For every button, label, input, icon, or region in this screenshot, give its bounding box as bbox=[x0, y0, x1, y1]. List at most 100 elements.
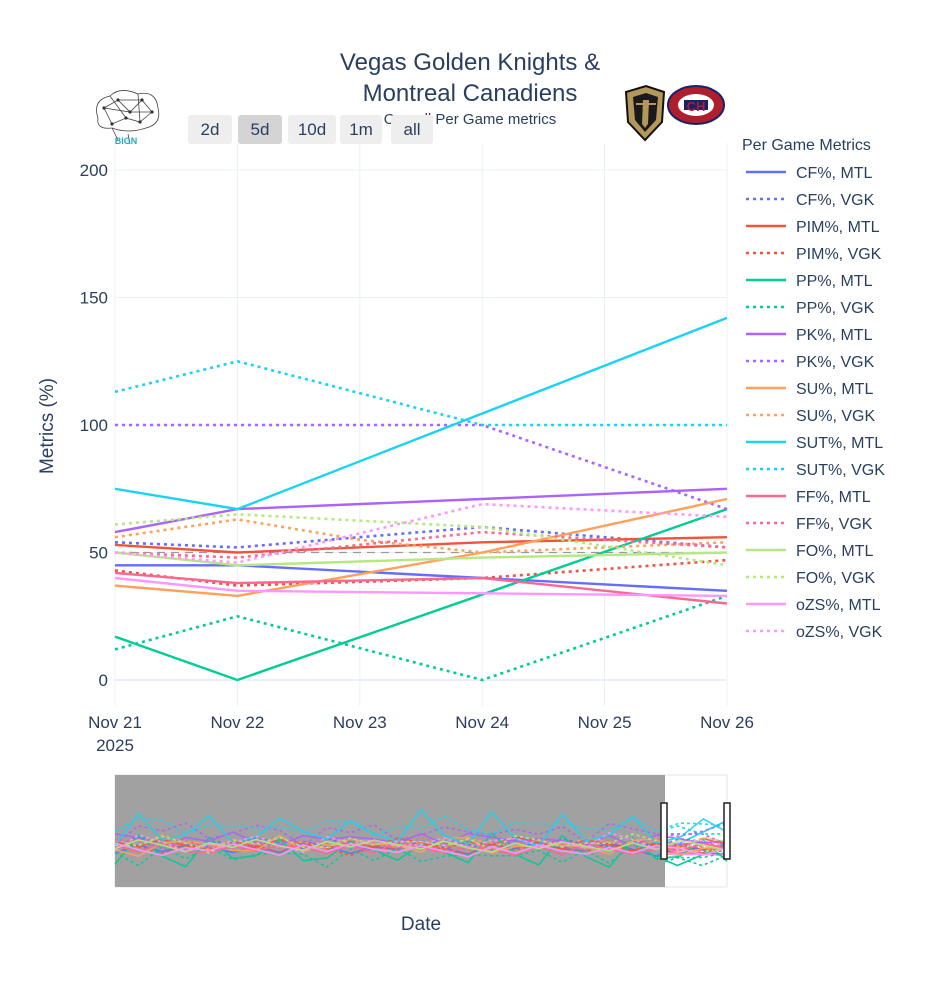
range-button-2d[interactable]: 2d bbox=[188, 115, 232, 144]
range-button-bg bbox=[238, 115, 282, 144]
series-line-cf-mtl bbox=[115, 564, 728, 592]
legend-item[interactable]: SU%, VGK bbox=[746, 408, 875, 425]
legend: CF%, MTL CF%, VGK PIM%, MTL PIM%, VGK PP%, M… bbox=[746, 165, 885, 641]
legend-item[interactable]: FO%, VGK bbox=[746, 570, 875, 587]
range-slider-line bbox=[114, 840, 728, 857]
y-axis-title: Metrics (%) bbox=[37, 378, 58, 474]
series-lines bbox=[114, 316, 728, 682]
range-button-bg bbox=[288, 115, 336, 144]
series-line-ff-vgk bbox=[114, 530, 728, 559]
legend-item[interactable]: oZS%, VGK bbox=[746, 624, 883, 641]
legend-item[interactable]: SUT%, MTL bbox=[746, 435, 883, 452]
range-selector: 2d 5d 10d 1m all bbox=[188, 115, 433, 144]
legend-label: PK%, MTL bbox=[796, 327, 873, 344]
range-button-all[interactable]: all bbox=[391, 115, 433, 144]
chart-title-line1: Vegas Golden Knights & bbox=[340, 49, 600, 76]
range-button-label: 1m bbox=[349, 120, 373, 139]
range-slider-line bbox=[114, 815, 728, 836]
legend-item[interactable]: PP%, MTL bbox=[746, 273, 873, 290]
legend-label: SUT%, VGK bbox=[796, 462, 885, 479]
series-line-su-vgk bbox=[114, 518, 728, 554]
legend-item[interactable]: SUT%, VGK bbox=[746, 462, 885, 479]
y-tick-label: 150 bbox=[80, 289, 108, 308]
range-button-bg bbox=[340, 115, 382, 144]
x-tick-label: Nov 21 bbox=[88, 713, 142, 732]
legend-label: oZS%, MTL bbox=[796, 597, 881, 614]
y-axis-ticks: 0 50 100 150 200 bbox=[80, 161, 108, 690]
series-line-ozs-vgk bbox=[114, 502, 728, 565]
y-tick-label: 50 bbox=[89, 544, 108, 563]
legend-label: CF%, MTL bbox=[796, 165, 873, 182]
legend-label: PIM%, MTL bbox=[796, 219, 880, 236]
range-slider-line bbox=[114, 842, 728, 858]
series-line-sut-vgk bbox=[114, 359, 727, 427]
range-button-5d[interactable]: 5d bbox=[238, 115, 282, 144]
x-tick-label: Nov 23 bbox=[333, 713, 387, 732]
range-slider-selected-line bbox=[664, 854, 728, 867]
x-tick-year-label: 2025 bbox=[96, 736, 134, 755]
range-button-label: 5d bbox=[251, 120, 270, 139]
bign-brain-logo: BIGN bbox=[96, 90, 160, 146]
legend-title: Per Game Metrics bbox=[742, 137, 871, 154]
legend-item[interactable]: PIM%, MTL bbox=[746, 219, 880, 236]
legend-label: PK%, VGK bbox=[796, 354, 875, 371]
range-slider-line bbox=[114, 839, 728, 857]
y-tick-label: 200 bbox=[80, 161, 108, 180]
x-axis-ticks: Nov 21 2025 Nov 22 Nov 23 Nov 24 Nov 25 Nov 26 bbox=[88, 713, 754, 755]
legend-label: FF%, MTL bbox=[796, 489, 871, 506]
series-line-pp-mtl bbox=[114, 507, 728, 682]
legend-label: SUT%, MTL bbox=[796, 435, 883, 452]
range-slider-right-handle[interactable] bbox=[723, 802, 731, 860]
range-slider-selected-line bbox=[664, 852, 728, 856]
range-button-bg bbox=[188, 115, 232, 144]
range-slider-lines-dim bbox=[114, 808, 728, 869]
legend-item[interactable]: FO%, MTL bbox=[746, 543, 873, 560]
x-tick-label: Nov 26 bbox=[700, 713, 754, 732]
range-button-label: 2d bbox=[201, 120, 220, 139]
series-line-cf-vgk bbox=[114, 525, 728, 549]
legend-label: CF%, VGK bbox=[796, 192, 875, 209]
legend-label: FO%, VGK bbox=[796, 570, 875, 587]
x-tick-label: Nov 25 bbox=[578, 713, 632, 732]
legend-item[interactable]: FF%, MTL bbox=[746, 489, 871, 506]
legend-item[interactable]: PP%, VGK bbox=[746, 300, 875, 317]
legend-item[interactable]: CF%, MTL bbox=[746, 165, 873, 182]
x-tick-label: Nov 24 bbox=[455, 713, 509, 732]
mtl-logo-text: CH bbox=[687, 99, 706, 114]
legend-item[interactable]: PK%, VGK bbox=[746, 354, 875, 371]
series-line-pp-vgk bbox=[114, 594, 728, 682]
range-slider-line bbox=[114, 822, 728, 847]
range-slider-line bbox=[114, 831, 728, 853]
series-line-ff-mtl bbox=[114, 571, 728, 605]
range-slider-selected-line bbox=[664, 843, 728, 867]
range-slider[interactable] bbox=[114, 774, 731, 888]
series-line-pim-vgk bbox=[114, 558, 728, 587]
series-line-ozs-mtl bbox=[114, 576, 728, 598]
range-slider-mask bbox=[115, 775, 665, 887]
y-tick-label: 100 bbox=[80, 416, 108, 435]
legend-item[interactable]: PK%, MTL bbox=[746, 327, 873, 344]
range-slider-line bbox=[114, 831, 728, 850]
range-button-bg bbox=[391, 115, 433, 144]
legend-item[interactable]: SU%, MTL bbox=[746, 381, 873, 398]
range-button-10d[interactable]: 10d bbox=[288, 115, 336, 144]
legend-item[interactable]: oZS%, MTL bbox=[746, 597, 881, 614]
legend-label: SU%, VGK bbox=[796, 408, 875, 425]
range-slider-left-handle[interactable] bbox=[660, 802, 668, 860]
legend-label: FO%, MTL bbox=[796, 543, 873, 560]
y-tick-label: 0 bbox=[99, 671, 108, 690]
legend-label: oZS%, VGK bbox=[796, 624, 883, 641]
legend-item[interactable]: FF%, VGK bbox=[746, 516, 873, 533]
x-tick-label: Nov 22 bbox=[210, 713, 264, 732]
legend-item[interactable]: PIM%, VGK bbox=[746, 246, 882, 263]
mtl-logo: CH bbox=[667, 85, 725, 125]
series-line-pk-mtl bbox=[114, 487, 728, 534]
series-line-su-mtl bbox=[114, 497, 728, 598]
range-button-1m[interactable]: 1m bbox=[340, 115, 382, 144]
bign-logo-text: BIGN bbox=[115, 136, 138, 146]
chart-title-line2: Montreal Canadiens bbox=[363, 80, 578, 107]
legend-item[interactable]: CF%, VGK bbox=[746, 192, 875, 209]
legend-label: SU%, MTL bbox=[796, 381, 873, 398]
range-slider-line bbox=[114, 843, 728, 869]
legend-label: PP%, MTL bbox=[796, 273, 873, 290]
